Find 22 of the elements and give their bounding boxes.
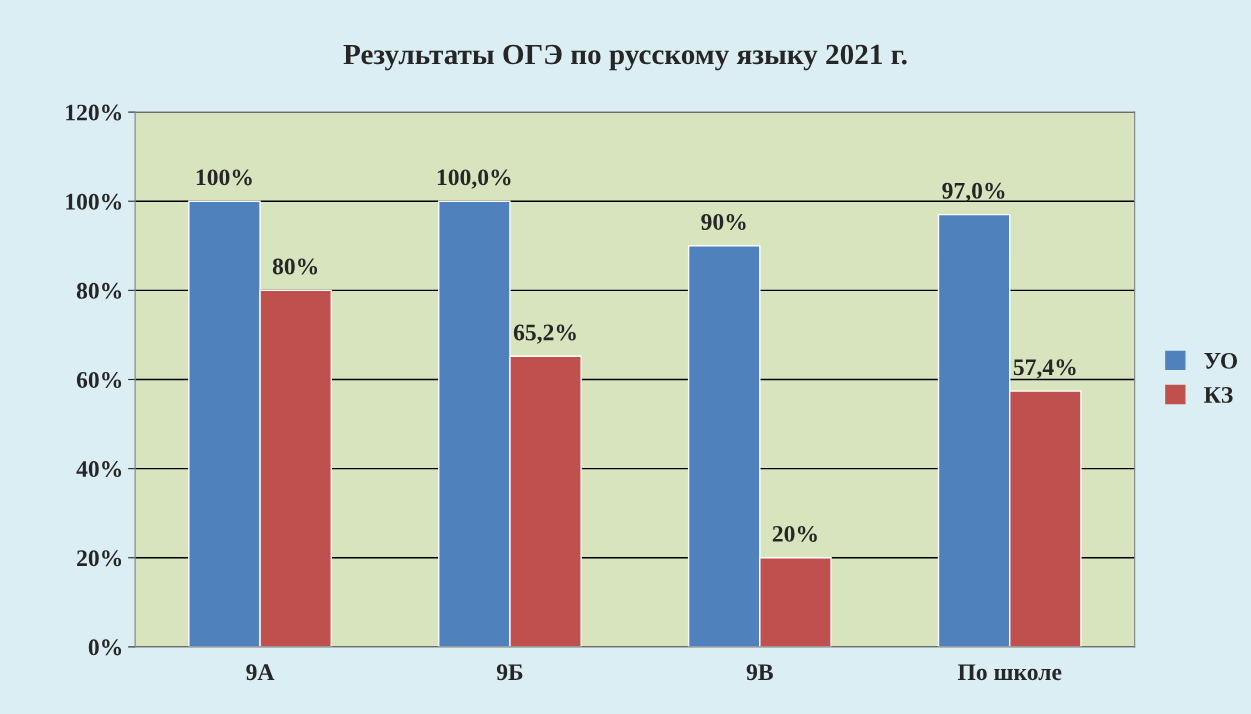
data-label: 90% (701, 213, 746, 230)
data-label: 20% (772, 525, 817, 542)
legend-label: УО (1204, 352, 1238, 369)
y-tick-label: 20% (77, 550, 122, 567)
y-tick-label: 0% (88, 639, 122, 656)
data-label: 57,4% (1013, 359, 1076, 379)
y-tick-label: 40% (76, 461, 122, 478)
x-tick-label: 9В (746, 664, 773, 681)
y-tick-label: 60% (76, 371, 122, 388)
y-tick-label: 120% (66, 104, 122, 121)
y-tick-label: 100% (66, 193, 122, 210)
legend-label: КЗ (1204, 386, 1233, 403)
data-label: 100,0% (437, 169, 511, 189)
x-tick-label: 9А (246, 664, 275, 681)
data-label: 80% (272, 258, 318, 275)
data-label: 65,2% (513, 324, 576, 344)
data-label: 100% (196, 169, 252, 186)
x-tick-label: По школе (957, 664, 1062, 681)
data-label: 97,0% (942, 182, 1005, 203)
y-tick-label: 80% (76, 282, 122, 299)
x-tick-label: 9Б (496, 664, 523, 681)
chart-title: Результаты ОГЭ по русскому языку 2021 г. (343, 44, 907, 71)
